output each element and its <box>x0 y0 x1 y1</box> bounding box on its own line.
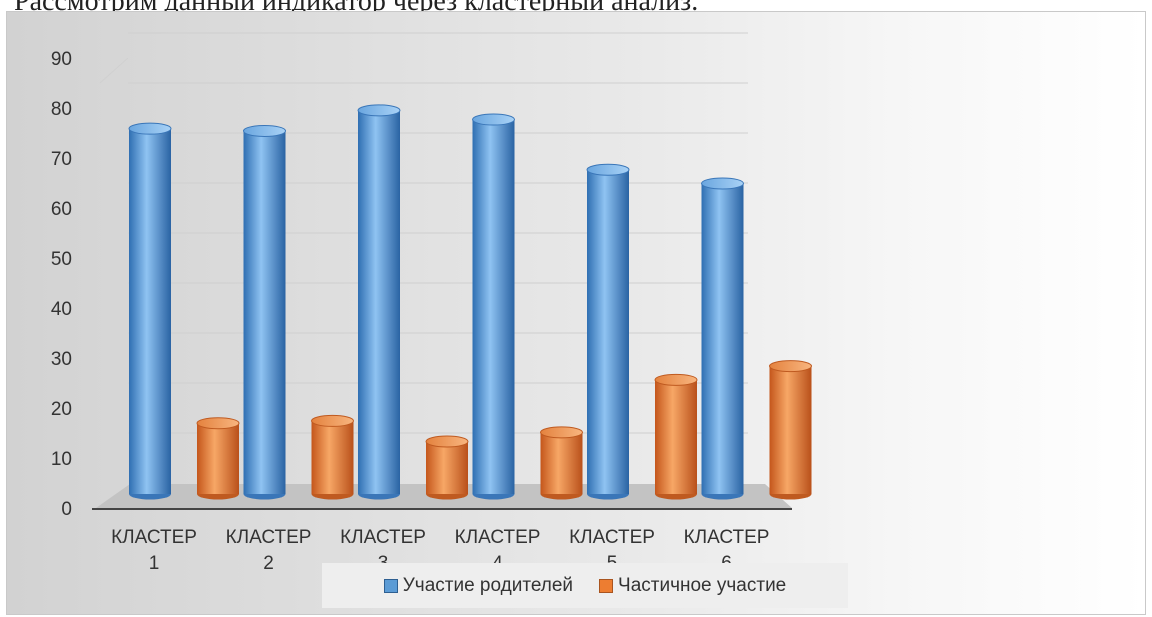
legend-swatch-0 <box>383 578 398 593</box>
y-tick-label: 50 <box>51 249 72 270</box>
category-label-3-line-0: КЛАСТЕР <box>455 527 541 548</box>
bar-series-1-cat-4 <box>654 373 698 500</box>
bar-top <box>540 426 583 439</box>
bar-body <box>129 128 171 494</box>
bar-series-0-cat-2 <box>357 104 401 500</box>
bar-body <box>243 130 286 494</box>
bar-body <box>472 119 515 495</box>
legend: Участие родителей Частичное участие <box>322 563 848 608</box>
bar-series-0-cat-1 <box>243 124 286 500</box>
category-label-2-line-0: КЛАСТЕР <box>340 527 426 548</box>
bar-series-1-cat-0 <box>196 417 240 500</box>
bar-top <box>769 360 812 373</box>
bar-series-1-cat-1 <box>311 414 354 500</box>
bar-top <box>243 124 286 137</box>
category-label-4-line-0: КЛАСТЕР <box>569 527 655 548</box>
legend-label-0: Участие родителей <box>402 574 574 596</box>
bar-series-1-cat-2 <box>425 435 469 500</box>
legend-label-1: Частичное участие <box>618 574 787 596</box>
y-tick-label: 10 <box>51 449 72 470</box>
y-tick-label: 40 <box>51 299 72 320</box>
gridlines <box>99 32 748 434</box>
category-label-0-line-0: КЛАСТЕР <box>111 527 197 548</box>
bar-series-0-cat-4 <box>586 163 630 500</box>
bar-top <box>311 414 354 427</box>
legend-item-1: Частичное участие <box>599 575 786 597</box>
y-axis-ticks: 0 10 20 30 40 50 60 70 80 90 <box>51 49 72 520</box>
side-wall-edge <box>99 57 129 84</box>
chart-area <box>6 11 1146 615</box>
bar-top <box>472 113 515 126</box>
bar-body <box>358 110 400 495</box>
bar-series-1-cat-3 <box>540 426 583 500</box>
bar-body <box>587 169 629 494</box>
bar-series-0-cat-5 <box>701 177 744 500</box>
y-tick-label: 70 <box>51 149 72 170</box>
bar-body <box>655 379 697 494</box>
legend-item-0: Участие родителей <box>383 574 574 597</box>
bar-top <box>701 177 744 190</box>
y-tick-label: 90 <box>51 49 72 70</box>
category-label-0-line-1: 1 <box>149 553 160 574</box>
bar-top <box>357 104 401 117</box>
bar-series-0-cat-3 <box>472 113 515 500</box>
bar-top <box>425 435 469 448</box>
y-tick-label: 20 <box>51 399 72 420</box>
bar-top <box>128 122 172 135</box>
y-tick-label: 30 <box>51 349 72 370</box>
bar-body <box>426 441 468 494</box>
legend-swatch-1 <box>599 578 614 593</box>
bar-series-1-cat-5 <box>769 360 812 500</box>
y-tick-label: 60 <box>51 199 72 220</box>
bar-body <box>540 432 583 494</box>
category-label-5-line-0: КЛАСТЕР <box>684 527 770 548</box>
category-label-1-line-0: КЛАСТЕР <box>226 527 312 548</box>
bar-body <box>701 183 744 494</box>
bar-body <box>769 366 812 494</box>
category-label-1-line-1: 2 <box>263 553 274 574</box>
y-tick-label: 80 <box>51 99 72 120</box>
bar-body <box>197 423 239 494</box>
bar-top <box>586 163 630 176</box>
bar-series-0-cat-0 <box>128 122 172 500</box>
bar-top <box>654 373 698 386</box>
y-tick-label: 0 <box>61 499 72 520</box>
bar-top <box>196 417 240 430</box>
bar-body <box>311 420 354 494</box>
bars <box>128 104 812 500</box>
